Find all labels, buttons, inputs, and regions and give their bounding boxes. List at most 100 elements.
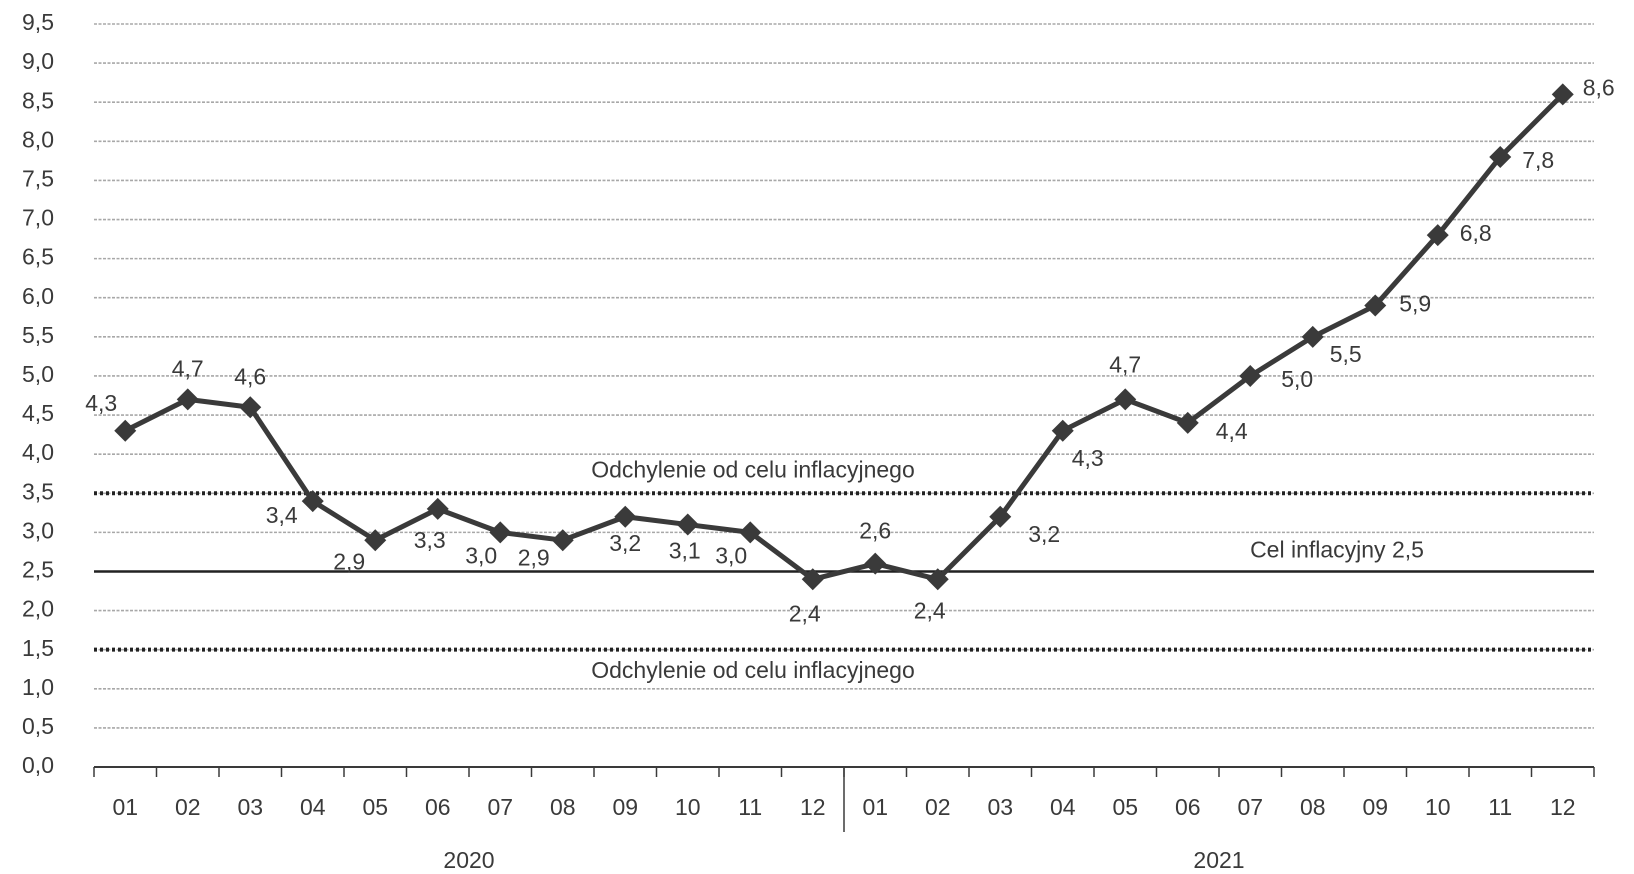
data-point xyxy=(114,419,137,442)
x-tick-label: 02 xyxy=(175,794,201,820)
y-tick-label: 2,5 xyxy=(22,557,54,583)
x-tick-label: 05 xyxy=(362,794,388,820)
y-tick-label: 1,5 xyxy=(22,635,54,661)
data-point xyxy=(551,529,574,552)
data-point xyxy=(489,521,512,544)
data-label: 5,9 xyxy=(1399,291,1431,317)
data-point xyxy=(614,505,637,528)
data-label: 3,1 xyxy=(669,538,701,564)
x-tick-label: 09 xyxy=(1362,794,1388,820)
data-point xyxy=(739,521,762,544)
group-label: 2020 xyxy=(443,847,494,873)
x-tick-label: 07 xyxy=(487,794,513,820)
data-point xyxy=(426,497,449,520)
data-label: 2,9 xyxy=(518,544,550,570)
x-tick-label: 03 xyxy=(237,794,263,820)
x-tick-label: 12 xyxy=(1550,794,1576,820)
data-point xyxy=(1489,145,1512,168)
data-label: 4,4 xyxy=(1216,418,1248,444)
x-tick-label: 07 xyxy=(1237,794,1263,820)
x-tick-label: 12 xyxy=(800,794,826,820)
data-label: 2,9 xyxy=(333,548,365,574)
data-label: 2,4 xyxy=(914,597,946,623)
y-tick-label: 5,0 xyxy=(22,361,54,387)
data-label: 2,6 xyxy=(859,518,891,544)
x-tick-label: 11 xyxy=(738,794,762,820)
data-label: 3,4 xyxy=(266,502,298,528)
data-label: 5,0 xyxy=(1281,366,1313,392)
y-tick-label: 1,0 xyxy=(22,674,54,700)
data-label: 4,3 xyxy=(85,390,117,416)
y-tick-label: 7,5 xyxy=(22,165,54,191)
y-tick-label: 0,0 xyxy=(22,752,54,778)
data-point xyxy=(989,505,1012,528)
data-point xyxy=(1551,83,1574,106)
data-point xyxy=(864,552,887,575)
data-point xyxy=(364,529,387,552)
data-label: 5,5 xyxy=(1330,341,1362,367)
x-tick-label: 10 xyxy=(1425,794,1451,820)
data-label: 7,8 xyxy=(1522,147,1554,173)
data-point xyxy=(1114,388,1137,411)
data-point xyxy=(926,568,949,591)
x-tick-label: 10 xyxy=(675,794,701,820)
data-point xyxy=(1239,364,1262,387)
x-tick-label: 06 xyxy=(425,794,451,820)
y-tick-label: 6,0 xyxy=(22,283,54,309)
series-line xyxy=(124,92,1565,582)
reference-label: Cel inflacyjny 2,5 xyxy=(1250,537,1424,563)
data-point xyxy=(676,513,699,536)
x-tick-label: 06 xyxy=(1175,794,1201,820)
data-label: 8,6 xyxy=(1583,74,1615,100)
data-point xyxy=(1364,294,1387,317)
data-point xyxy=(1176,411,1199,434)
data-label: 3,3 xyxy=(414,527,446,553)
data-label: 4,7 xyxy=(172,355,204,381)
data-label: 3,2 xyxy=(1028,521,1060,547)
y-tick-label: 5,5 xyxy=(22,322,54,348)
data-point xyxy=(301,490,324,513)
x-tick-label: 04 xyxy=(300,794,326,820)
data-label: 4,3 xyxy=(1072,445,1104,471)
x-tick-label: 03 xyxy=(987,794,1013,820)
y-tick-label: 2,0 xyxy=(22,596,54,622)
x-tick-label: 08 xyxy=(550,794,576,820)
y-tick-label: 3,0 xyxy=(22,517,54,543)
data-point xyxy=(801,568,824,591)
y-tick-label: 9,5 xyxy=(22,9,54,35)
y-tick-label: 0,5 xyxy=(22,713,54,739)
x-tick-label: 09 xyxy=(612,794,638,820)
y-tick-label: 9,0 xyxy=(22,48,54,74)
y-tick-label: 4,5 xyxy=(22,400,54,426)
data-label: 4,7 xyxy=(1109,351,1141,377)
data-point xyxy=(1301,325,1324,348)
y-tick-label: 4,0 xyxy=(22,439,54,465)
data-label: 3,2 xyxy=(609,530,641,556)
data-point xyxy=(239,396,262,419)
data-label: 4,6 xyxy=(234,363,266,389)
x-tick-label: 02 xyxy=(925,794,951,820)
x-tick-label: 01 xyxy=(862,794,888,820)
x-tick-label: 05 xyxy=(1112,794,1138,820)
x-tick-label: 08 xyxy=(1300,794,1326,820)
data-label: 6,8 xyxy=(1460,220,1492,246)
x-tick-label: 04 xyxy=(1050,794,1076,820)
y-tick-label: 8,0 xyxy=(22,126,54,152)
data-label: 3,0 xyxy=(715,542,747,568)
data-point xyxy=(1426,224,1449,247)
y-tick-label: 8,5 xyxy=(22,87,54,113)
reference-label: Odchylenie od celu inflacyjnego xyxy=(591,657,914,683)
data-point xyxy=(1051,419,1074,442)
data-point xyxy=(176,388,199,411)
y-tick-label: 6,5 xyxy=(22,244,54,270)
data-label: 3,0 xyxy=(465,542,497,568)
x-tick-label: 01 xyxy=(112,794,138,820)
y-tick-label: 3,5 xyxy=(22,478,54,504)
y-tick-label: 7,0 xyxy=(22,205,54,231)
data-label: 2,4 xyxy=(789,600,821,626)
reference-label: Odchylenie od celu inflacyjnego xyxy=(591,456,914,482)
group-label: 2021 xyxy=(1193,847,1244,873)
x-tick-label: 11 xyxy=(1488,794,1512,820)
